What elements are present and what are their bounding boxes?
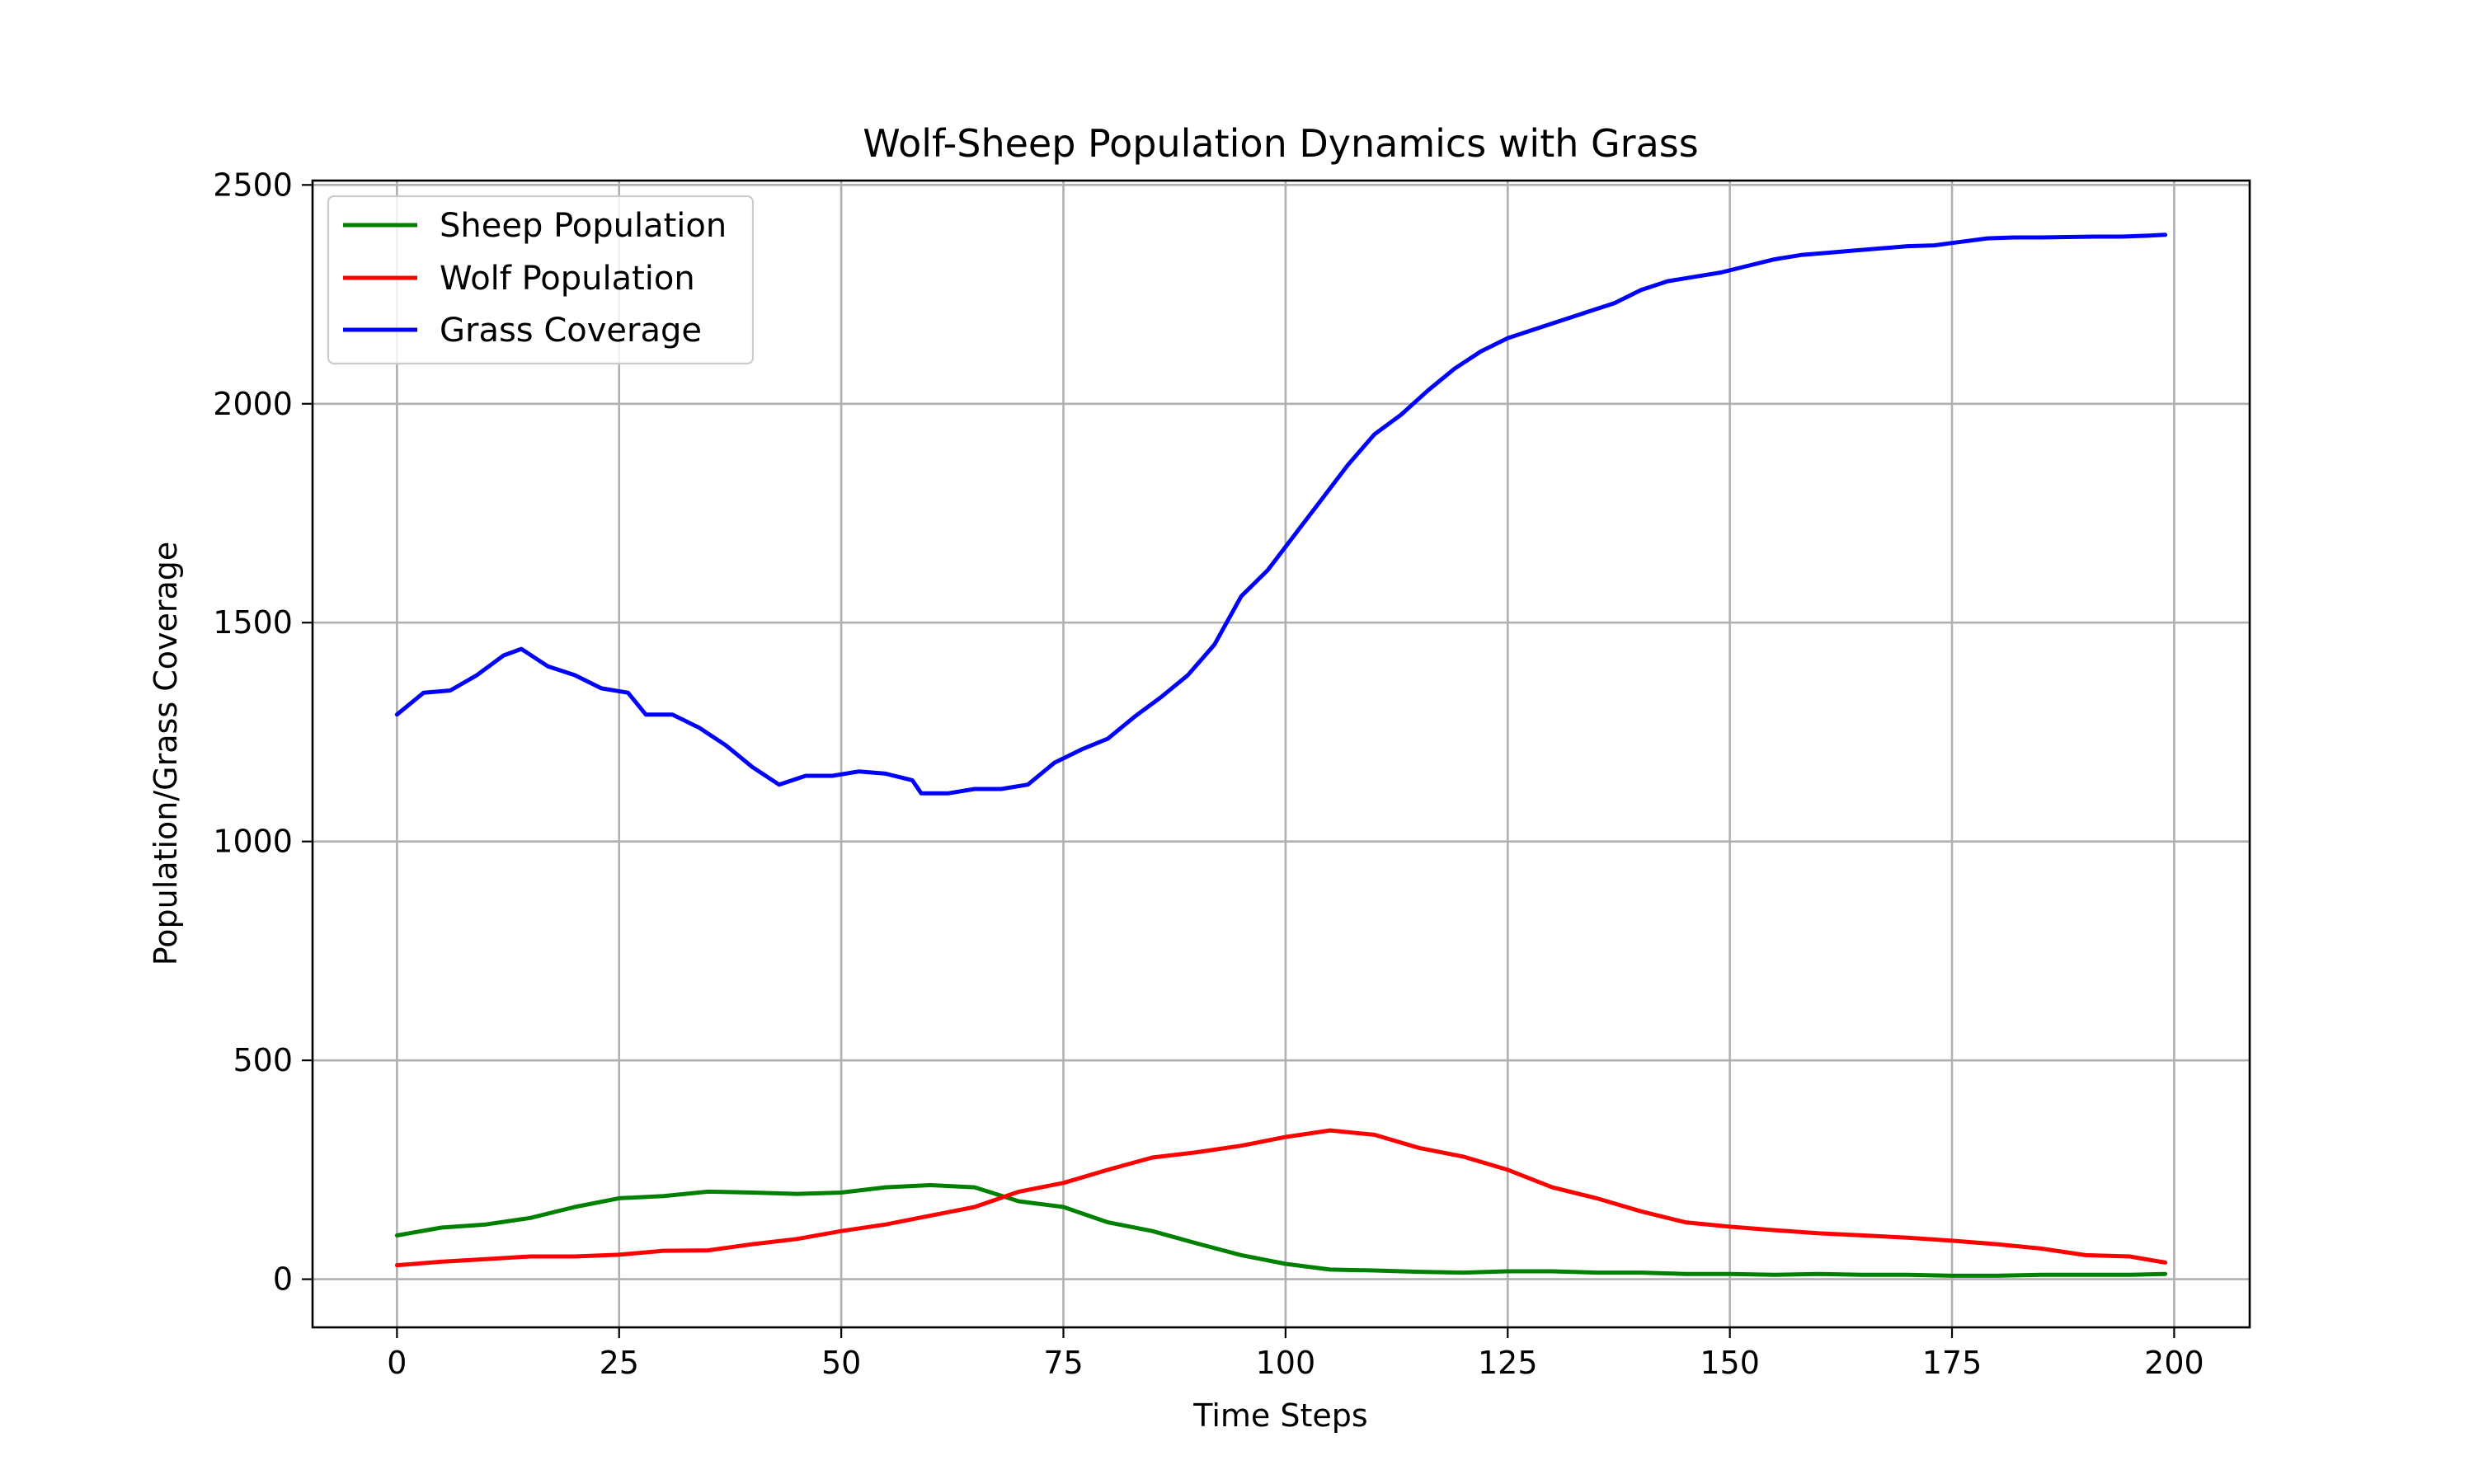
y-tick-label: 2000 <box>213 386 293 422</box>
x-tick-label: 0 <box>387 1345 407 1381</box>
plot-frame <box>311 179 2251 1329</box>
legend: Sheep Population Wolf Population Grass C… <box>327 195 755 365</box>
y-axis-ticks: 0 500 1000 1500 2000 2500 <box>213 167 313 1298</box>
series-line-wolf <box>394 1128 2168 1268</box>
grid-lines <box>313 181 2250 1327</box>
legend-label-grass: Grass Coverage <box>440 312 702 350</box>
y-tick-label: 2500 <box>213 167 293 203</box>
x-tick-label: 25 <box>600 1345 639 1381</box>
series-line-sheep <box>394 1183 2168 1278</box>
legend-box <box>327 195 755 365</box>
x-tick-label: 175 <box>1922 1345 1982 1381</box>
x-axis-label: Time Steps <box>1192 1397 1367 1434</box>
y-tick-label: 1500 <box>213 604 293 641</box>
chart-title: Wolf-Sheep Population Dynamics with Gras… <box>863 121 1698 166</box>
y-tick-label: 1000 <box>213 824 293 860</box>
x-tick-label: 50 <box>821 1345 861 1381</box>
x-tick-label: 75 <box>1043 1345 1083 1381</box>
y-tick-label: 0 <box>273 1261 293 1298</box>
y-tick-label: 500 <box>233 1042 293 1078</box>
y-axis-label: Population/Grass Coverage <box>148 542 184 966</box>
x-tick-label: 100 <box>1256 1345 1316 1381</box>
x-tick-label: 150 <box>1700 1345 1760 1381</box>
series-line-grass <box>394 232 2168 796</box>
legend-label-wolf: Wolf Population <box>440 260 695 298</box>
x-tick-label: 125 <box>1478 1345 1538 1381</box>
x-tick-label: 200 <box>2144 1345 2204 1381</box>
legend-label-sheep: Sheep Population <box>440 207 727 245</box>
x-axis-ticks: 0 25 50 75 100 125 150 175 200 <box>387 1327 2204 1381</box>
series-lines <box>394 232 2168 1278</box>
